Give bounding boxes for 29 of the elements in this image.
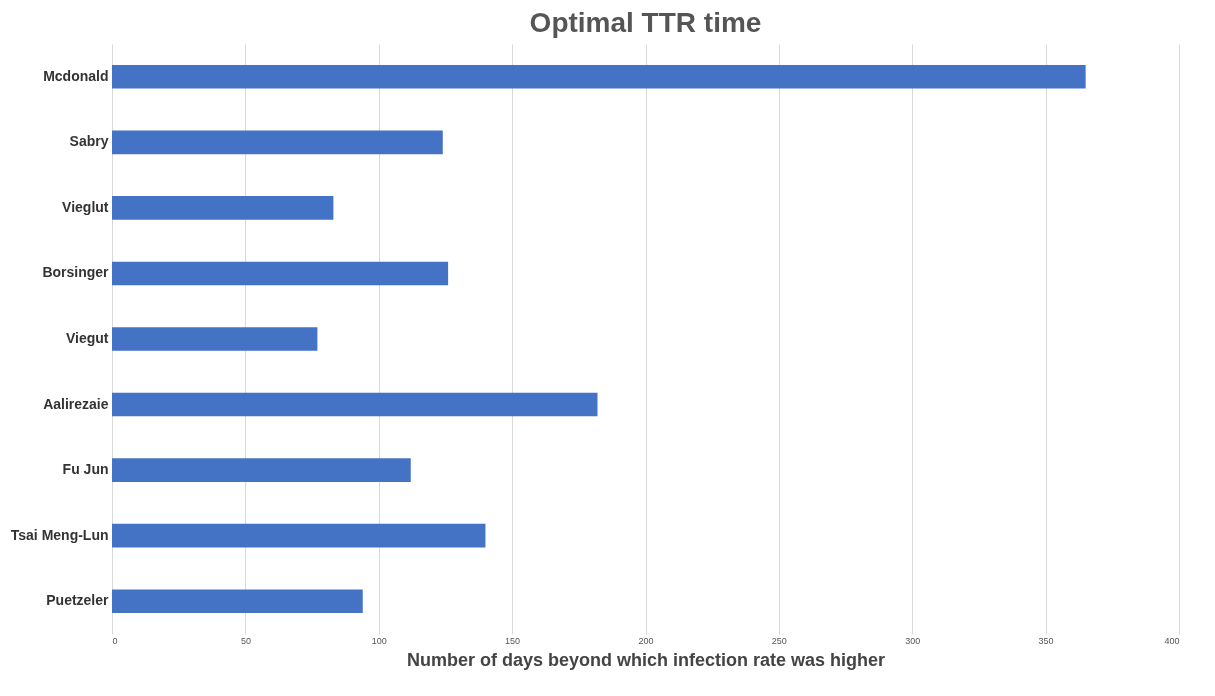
y-tick-label: Mcdonald	[43, 67, 109, 84]
x-tick-label: 250	[771, 635, 787, 646]
x-tick-label: 350	[1038, 635, 1054, 646]
y-tick-label: Borsinger	[42, 264, 110, 281]
y-tick-label: Viegut	[65, 330, 109, 346]
y-tick-label: Fu Jun	[62, 461, 109, 478]
x-tick-label: 100	[371, 635, 387, 646]
x-tick-label: 300	[905, 635, 921, 646]
bar	[112, 523, 486, 548]
y-tick-label: Puetzeler	[46, 592, 110, 609]
x-tick-label: 150	[505, 635, 521, 646]
bar	[112, 589, 363, 614]
x-tick-label: 50	[240, 635, 251, 646]
bar	[112, 130, 443, 155]
bar	[112, 392, 598, 417]
bar	[112, 261, 449, 286]
x-tick-label: 200	[638, 635, 654, 646]
x-tick-label: 400	[1164, 635, 1180, 646]
bar	[112, 196, 334, 220]
y-tick-label: Sabry	[69, 133, 109, 150]
y-tick-label: Vieglut	[62, 198, 109, 215]
x-tick-label: 0	[112, 635, 118, 646]
y-tick-label: Tsai Meng-Lun	[10, 526, 109, 543]
bar	[112, 64, 1086, 89]
bar	[112, 327, 318, 351]
y-tick-label: Aalirezaie	[43, 395, 109, 412]
bar	[112, 458, 411, 482]
chart-title: Optimal TTR time	[529, 7, 762, 38]
x-axis-title: Number of days beyond which infection rate was higher	[406, 649, 886, 670]
